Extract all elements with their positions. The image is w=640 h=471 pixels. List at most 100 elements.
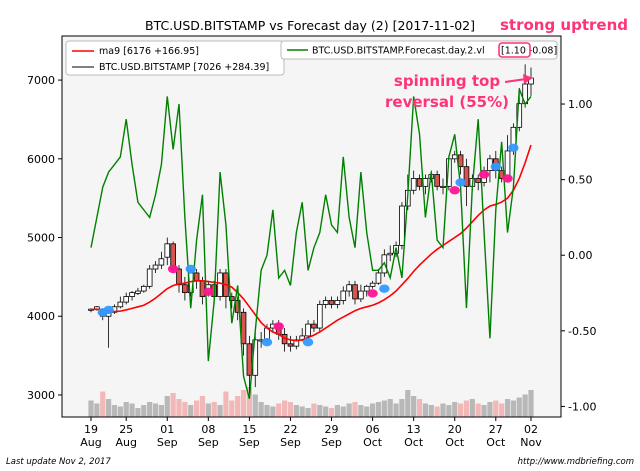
candle-body [463,166,470,187]
volume-bar [440,403,446,417]
signal-marker [103,305,114,315]
signal-marker [455,178,466,187]
x-tick-month: Sep [321,436,342,449]
volume-bar [88,400,94,417]
legend-right: BTC.USD.BITSTAMP.Forecast.day.2.vl [1.10… [280,40,558,60]
x-tick-month: Aug [115,436,136,449]
x-tick-day: 29 [325,423,339,436]
volume-bar [504,399,511,417]
candle-body [146,268,153,287]
forecast-layer [90,88,532,400]
footer-source: http://www.mdbriefing.com [518,457,634,467]
volume-bar [352,402,358,417]
volume-bar [475,403,481,417]
volume-bar [264,405,270,417]
candle-body [305,323,311,337]
candle-body [352,284,358,300]
x-tick-month: Sep [198,436,219,449]
volume-bar [170,393,176,417]
x-tick-day: 08 [201,423,215,436]
volume-bar [123,402,129,417]
volume-bar [481,405,487,417]
volume-bar [141,405,147,417]
candle-body [117,301,124,308]
volume-bar [452,402,458,417]
volume-bar [334,405,340,417]
volume-bar [282,400,288,417]
volume-bar [499,403,505,417]
candle-body [322,300,329,305]
candle-body [369,282,376,287]
volume-bar [510,400,516,417]
volume-bar [276,403,282,417]
volume-bar [381,400,387,417]
candle-body [246,343,253,376]
candle-body [328,300,335,305]
volume-bar [393,403,399,417]
volume-bar [235,396,241,417]
candle-body [334,300,341,305]
volume-bar [422,403,428,417]
y-right-tick-label: -1.00 [568,400,596,413]
volume-bar [194,400,200,417]
x-tick-day: 02 [524,423,538,436]
volume-bar [205,403,211,417]
x-tick-month: Nov [520,436,542,449]
signal-marker [273,322,284,331]
volume-bar [158,405,164,417]
ma9-layer [90,144,532,342]
candle-body [457,154,464,168]
volume-bar [416,399,423,417]
volume-bar [287,402,294,417]
legend-highlight-box [498,42,531,58]
x-tick-month: Sep [157,436,178,449]
volume-bar [223,391,229,417]
volume-bar [522,394,528,417]
x-tick-day: 20 [448,423,462,436]
x-tick-day: 25 [119,423,133,436]
y-left-tick-label: 6000 [27,153,55,166]
signal-marker [302,338,314,347]
marker-layer [97,143,519,347]
signal-marker [367,289,378,298]
volume-bar [258,402,264,417]
volume-bar [399,399,405,417]
forecast-line [90,88,532,400]
candle-body [516,103,523,128]
candle-body [399,205,405,246]
candle-body [363,285,370,292]
candle-body [410,178,417,191]
volume-bar [346,403,352,417]
annotation-pattern: spinning top [394,72,500,90]
volume-bar [147,402,153,417]
legend-price: BTC.USD.BITSTAMP [7026 +284.39] [99,62,269,73]
y-right-tick-label: 0.00 [568,249,593,262]
signal-marker [508,143,519,152]
candle-body [234,300,241,313]
volume-bar [305,408,311,417]
volume-bar [299,406,305,417]
volume-bar [293,405,299,417]
signal-marker [502,174,513,183]
volume-bar [199,396,206,417]
axis-layer: 3000 4000 5000 6000 7000 -1.00 -0.50 0.00 0.50 1.… [27,74,596,449]
x-tick-day: 27 [489,423,503,436]
volume-bar [446,405,452,417]
y-right-tick-label: -0.50 [568,325,596,338]
volume-bar [317,405,323,417]
volume-bar [375,402,382,417]
volume-bar [94,403,100,417]
candle-body [129,292,135,297]
y-left-tick-label: 4000 [27,310,55,323]
volume-bar [164,396,170,417]
legend-forecast: BTC.USD.BITSTAMP.Forecast.day.2.vl [312,46,485,57]
plot-background [62,36,561,417]
volume-bar [217,405,223,417]
x-tick-day: 13 [407,423,421,436]
volume-bar [328,408,335,417]
signal-marker [167,264,179,274]
signal-marker [449,186,460,195]
volume-bar [323,406,329,417]
candle-body [311,323,317,329]
